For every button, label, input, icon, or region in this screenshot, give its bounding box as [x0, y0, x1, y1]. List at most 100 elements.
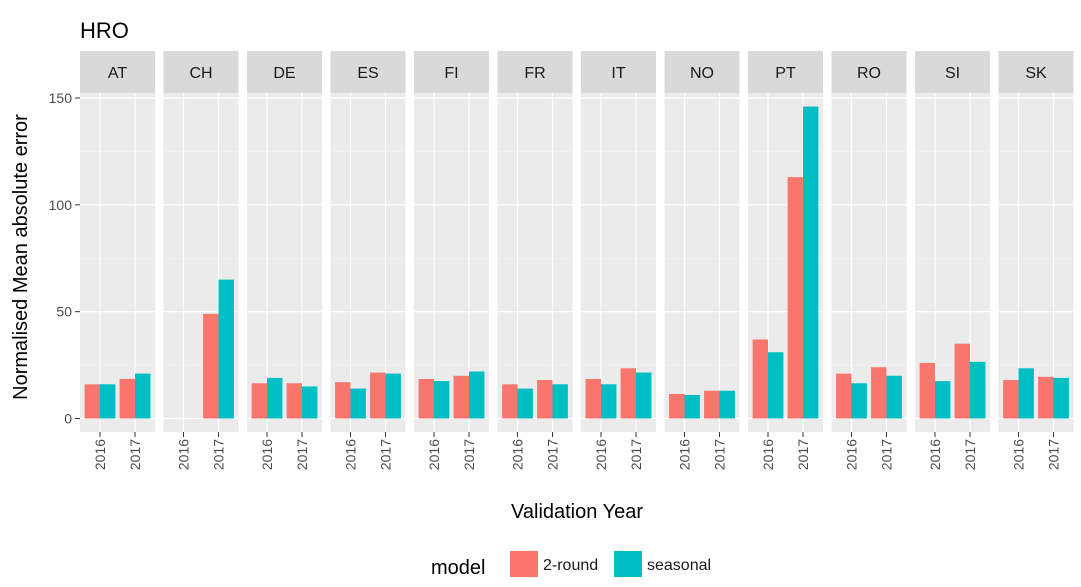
facet-strip-label: AT — [108, 65, 127, 82]
bar-fi-2016-2-round — [418, 378, 434, 419]
bar-ch-2017-seasonal — [218, 279, 234, 419]
bar-de-2017-2-round — [286, 383, 302, 419]
facet-strip — [748, 51, 823, 93]
bar-es-2016-2-round — [335, 382, 351, 419]
x-tick-label: 2016 — [1011, 439, 1027, 470]
bar-si-2017-seasonal — [970, 361, 986, 419]
x-tick-label: 2016 — [176, 439, 192, 470]
x-tick-label: 2017 — [127, 439, 143, 470]
x-tick-label: 2016 — [760, 439, 776, 470]
facet-panel-it: IT 2016 2017 — [581, 51, 656, 470]
x-tick-label: 2016 — [259, 439, 275, 470]
x-axis-title: Validation Year — [511, 501, 643, 523]
facet-strip — [664, 51, 740, 93]
facet-panel-pt: PT 2016 2017 — [748, 51, 823, 470]
facet-strip-label: NO — [690, 65, 714, 82]
x-tick-label: 2016 — [844, 439, 860, 470]
bar-si-2017-2-round — [954, 343, 970, 419]
x-tick-label: 2017 — [211, 439, 227, 470]
bar-at-2017-2-round — [119, 378, 135, 419]
bar-no-2016-seasonal — [684, 394, 700, 419]
facet-strip-label: IT — [611, 65, 625, 82]
bar-no-2017-2-round — [704, 390, 720, 419]
bar-sk-2017-2-round — [1038, 376, 1054, 419]
bar-pt-2017-seasonal — [803, 106, 819, 419]
legend-key-seasonal — [614, 551, 642, 577]
x-tick-label: 2017 — [712, 439, 728, 470]
facet-panel-sk: SK 2016 2017 — [998, 51, 1074, 470]
panel-background — [664, 93, 740, 432]
facet-strip — [330, 51, 406, 93]
legend: model 2-round seasonal — [431, 551, 711, 579]
bar-it-2016-2-round — [585, 378, 601, 419]
bar-at-2016-2-round — [84, 384, 100, 419]
chart-title: HRO — [80, 18, 129, 43]
bar-sk-2016-seasonal — [1018, 368, 1034, 419]
facet-panel-no: NO 2016 2017 — [664, 51, 740, 470]
bar-fi-2016-seasonal — [434, 381, 450, 419]
bar-fr-2016-seasonal — [517, 388, 533, 419]
bar-es-2016-seasonal — [350, 388, 366, 419]
y-tick-label: 150 — [49, 90, 73, 106]
x-tick-label: 2016 — [927, 439, 943, 470]
bar-fi-2017-2-round — [453, 375, 469, 419]
bar-pt-2017-2-round — [787, 177, 803, 419]
bar-de-2016-seasonal — [267, 377, 283, 419]
bar-si-2016-seasonal — [935, 381, 951, 419]
bar-de-2017-seasonal — [302, 386, 318, 419]
bar-pt-2016-seasonal — [768, 352, 784, 419]
bar-fr-2017-2-round — [537, 380, 553, 419]
facet-strip — [80, 51, 155, 93]
bar-pt-2016-2-round — [752, 339, 768, 419]
bar-ro-2016-seasonal — [851, 383, 867, 419]
bar-fr-2017-seasonal — [552, 384, 568, 419]
bar-at-2017-seasonal — [135, 373, 151, 419]
x-tick-label: 2017 — [461, 439, 477, 470]
bar-ro-2017-seasonal — [886, 375, 902, 419]
bar-si-2016-2-round — [919, 362, 935, 419]
facet-strip — [163, 51, 239, 93]
facet-strip — [831, 51, 907, 93]
x-tick-label: 2017 — [545, 439, 561, 470]
y-tick-label: 100 — [49, 197, 73, 213]
facet-strip-label: SI — [945, 65, 960, 82]
legend-title: model — [431, 557, 485, 579]
bar-ro-2016-2-round — [836, 373, 852, 419]
x-tick-label: 2016 — [593, 439, 609, 470]
legend-label-seasonal: seasonal — [647, 557, 711, 574]
x-tick-label: 2017 — [795, 439, 811, 470]
y-tick-label: 50 — [56, 304, 72, 320]
y-axis-title: Normalised Mean absolute error — [10, 114, 32, 400]
facet-strip — [915, 51, 990, 93]
y-tick-label: 0 — [64, 411, 72, 427]
bar-no-2017-seasonal — [719, 390, 735, 419]
facet-strip — [414, 51, 489, 93]
facet-panel-de: DE 2016 2017 — [247, 51, 322, 470]
facet-strip-label: SK — [1025, 65, 1047, 82]
facet-strip — [581, 51, 656, 93]
bar-ch-2017-2-round — [203, 313, 219, 419]
facet-strip-label: FR — [524, 65, 545, 82]
facet-panel-es: ES 2016 2017 — [330, 51, 406, 470]
facet-strip — [998, 51, 1074, 93]
panel-background — [247, 93, 322, 432]
bar-it-2017-2-round — [620, 368, 636, 419]
bar-sk-2017-seasonal — [1053, 377, 1069, 419]
facet-panel-fi: FI 2016 2017 — [414, 51, 489, 470]
x-tick-label: 2017 — [378, 439, 394, 470]
facet-strip-label: FI — [444, 65, 458, 82]
bar-sk-2016-2-round — [1003, 380, 1019, 419]
facet-panels: AT 2016 2017 CH 2016 2017 DE 2016 2017 ES 2016 2017… — [80, 51, 1074, 470]
facet-strip-label: PT — [775, 65, 796, 82]
facet-panel-fr: FR 2016 2017 — [497, 51, 573, 470]
x-tick-label: 2016 — [677, 439, 693, 470]
facet-panel-ch: CH 2016 2017 — [163, 51, 239, 470]
facet-strip — [247, 51, 322, 93]
bar-es-2017-2-round — [370, 372, 386, 419]
legend-label-2-round: 2-round — [543, 557, 598, 574]
x-tick-label: 2016 — [426, 439, 442, 470]
legend-key-2-round — [510, 551, 538, 577]
facet-panel-ro: RO 2016 2017 — [831, 51, 907, 470]
